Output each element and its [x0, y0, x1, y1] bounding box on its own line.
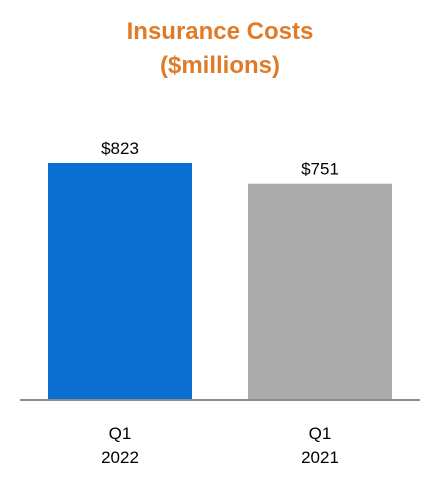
bar-value-label: $823 [101, 139, 139, 158]
x-tick-label: 2021 [301, 448, 339, 467]
value-labels-group: $823 $751 [101, 139, 339, 179]
chart-subtitle: ($millions) [160, 52, 280, 79]
x-tick-label: Q1 [109, 424, 132, 443]
chart-title: Insurance Costs [127, 18, 314, 45]
bar-value-label: $751 [301, 160, 339, 179]
bars-group [48, 162, 392, 400]
x-tick-labels-group: Q1 2022 Q1 2021 [101, 424, 339, 467]
bar-1 [248, 183, 392, 400]
x-tick-label: 2022 [101, 448, 139, 467]
x-tick-label: Q1 [309, 424, 332, 443]
bar-0 [48, 162, 192, 400]
